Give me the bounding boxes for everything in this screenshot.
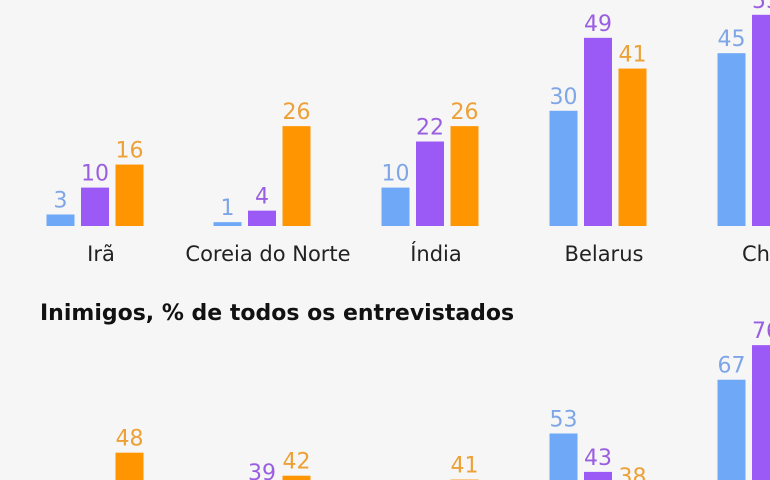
data-label: 22 — [416, 116, 444, 141]
bar — [416, 141, 444, 226]
bar — [213, 222, 242, 226]
data-label: 26 — [451, 100, 479, 125]
bar — [81, 187, 109, 226]
bar — [115, 452, 144, 480]
data-label: 30 — [550, 85, 578, 110]
data-label: 53 — [550, 407, 578, 432]
bar — [381, 187, 410, 226]
bar — [549, 433, 578, 480]
data-label: 43 — [584, 446, 612, 471]
data-label: 38 — [619, 465, 647, 480]
data-label: 4 — [255, 185, 269, 210]
bar — [248, 210, 276, 226]
bar — [752, 345, 770, 480]
bar — [450, 126, 479, 226]
data-label: 10 — [81, 162, 109, 187]
bar — [717, 53, 746, 227]
data-label: 55 — [752, 0, 770, 14]
category-label: Coreia do Norte — [185, 242, 350, 266]
category-label: Belarus — [565, 242, 644, 266]
data-label: 41 — [619, 43, 647, 68]
bar — [115, 164, 144, 226]
category-label: Índia — [410, 241, 462, 266]
data-label: 1 — [221, 196, 235, 221]
data-label: 26 — [283, 100, 311, 125]
bar — [584, 471, 612, 480]
data-label: 45 — [718, 27, 746, 52]
data-label: 48 — [116, 427, 144, 452]
data-label: 3 — [54, 188, 68, 213]
bar — [584, 37, 612, 227]
bar — [618, 68, 647, 226]
data-label: 42 — [283, 450, 311, 475]
data-label: 49 — [584, 12, 612, 37]
data-label: 39 — [248, 461, 276, 480]
bar — [549, 110, 578, 226]
bar — [46, 214, 75, 226]
data-label: 76 — [752, 319, 770, 344]
bar — [717, 379, 746, 480]
data-label: 10 — [382, 162, 410, 187]
bar — [752, 14, 770, 226]
chart-title-enemies: Inimigos, % de todos os entrevistados — [40, 301, 514, 326]
data-label: 16 — [116, 139, 144, 164]
category-label: Irã — [87, 242, 115, 266]
data-label: 67 — [718, 354, 746, 379]
category-label: China — [742, 242, 770, 266]
bar — [282, 475, 311, 480]
bar — [282, 126, 311, 226]
data-label: 41 — [451, 454, 479, 479]
